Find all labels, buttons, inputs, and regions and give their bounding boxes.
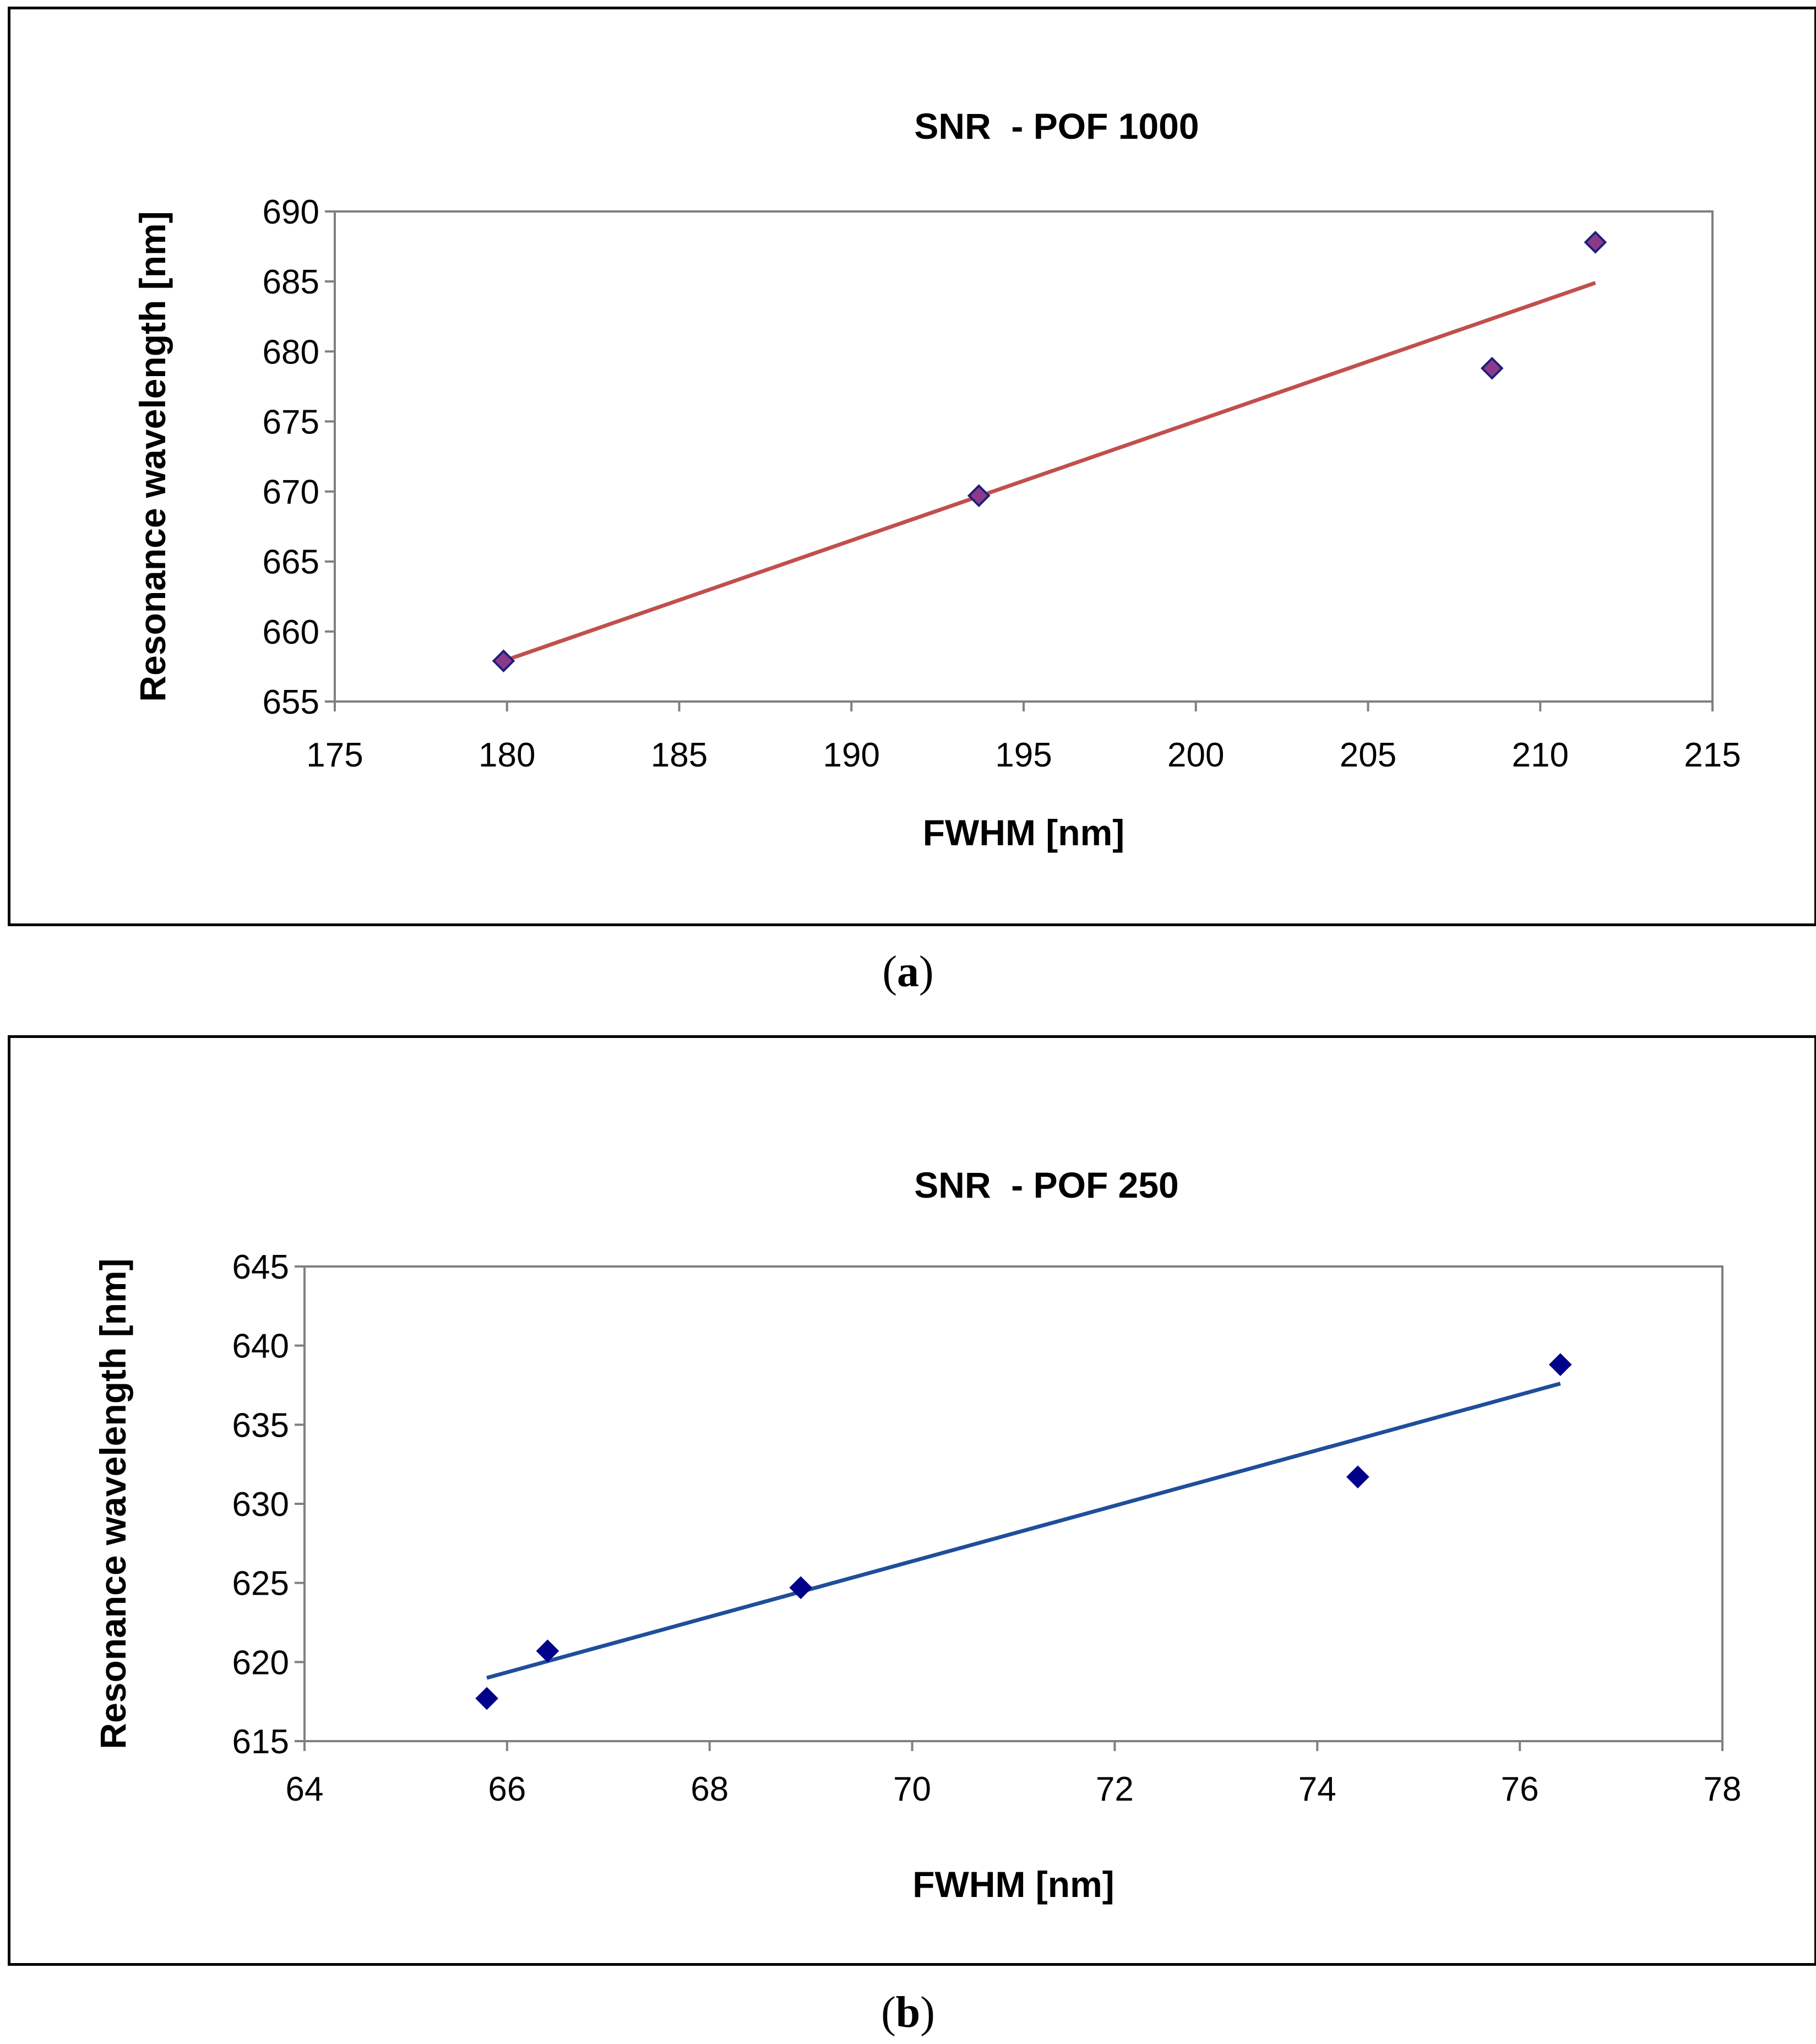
caption-a: (a) — [882, 948, 934, 996]
c0-xlabel: FWHM [nm] — [923, 812, 1125, 853]
c1-data-point — [536, 1639, 559, 1663]
c0-plot-area — [334, 210, 1714, 703]
c1-data-point — [789, 1576, 813, 1600]
c1-xtick-label: 78 — [1704, 1770, 1742, 1808]
c0-xtick-label: 200 — [1167, 736, 1224, 774]
c1-ytick-label: 630 — [232, 1486, 289, 1524]
c1-trendline — [486, 1382, 1561, 1680]
c0-xtick-label: 185 — [651, 736, 708, 774]
c0-xtick-label: 190 — [823, 736, 880, 774]
c1-ytick-label: 615 — [232, 1723, 289, 1761]
caption-b-letter: b — [895, 1988, 921, 2037]
c0-data-point — [492, 649, 515, 673]
c0-ytick-label: 660 — [263, 613, 319, 651]
c0-title: SNR - POF 1000 — [914, 106, 1199, 146]
c0-ylabel: Resonance wavelength [nm] — [132, 211, 173, 702]
c0-ytick-label: 690 — [263, 193, 319, 231]
c1-ylabel: Resonance wavelength [nm] — [93, 1258, 133, 1749]
c0-xtick-label: 215 — [1684, 736, 1741, 774]
c1-ytick-label: 645 — [232, 1248, 289, 1286]
c0-xtick-label: 195 — [995, 736, 1052, 774]
c1-data-point — [1346, 1465, 1369, 1488]
c0-xtick-label: 205 — [1340, 736, 1396, 774]
c1-xtick-label: 64 — [286, 1770, 324, 1808]
c0-xtick-label: 180 — [479, 736, 535, 774]
c1-xtick-label: 74 — [1298, 1770, 1336, 1808]
c1-xtick-label: 66 — [488, 1770, 526, 1808]
c1-xtick-label: 70 — [893, 1770, 931, 1808]
c0-ytick-label: 680 — [263, 333, 319, 371]
c0-trendline — [503, 281, 1596, 663]
c1-xlabel: FWHM [nm] — [912, 1864, 1114, 1905]
c1-ytick-label: 635 — [232, 1406, 289, 1444]
c0-data-point — [1584, 231, 1607, 254]
c1-xtick-label: 76 — [1501, 1770, 1539, 1808]
caption-b: (b) — [881, 1988, 935, 2037]
c1-ytick-label: 640 — [232, 1328, 289, 1366]
chart-pof-250: 615 620 625 630 635 640 645 64 66 68 70 72 74 76 78 SNR… — [93, 1165, 1742, 1905]
c0-ytick-label: 685 — [263, 263, 319, 301]
c1-data-point — [1548, 1353, 1572, 1376]
c0-ytick-label: 670 — [263, 474, 319, 512]
c1-data-point — [475, 1687, 498, 1710]
c0-ytick-label: 665 — [263, 543, 319, 581]
caption-a-letter: a — [897, 948, 919, 996]
c1-xtick-label: 68 — [690, 1770, 728, 1808]
c0-data-point — [1480, 356, 1504, 380]
c0-xtick-label: 210 — [1512, 736, 1569, 774]
c1-ytick-label: 625 — [232, 1565, 289, 1603]
c1-ytick-label: 620 — [232, 1644, 289, 1682]
c0-xtick-label: 175 — [306, 736, 363, 774]
chart-pof-1000: 655 660 665 670 675 680 685 690 175 180 185 190 195 2… — [132, 106, 1741, 853]
c0-data-point — [967, 484, 991, 508]
c1-title: SNR - POF 250 — [914, 1165, 1178, 1205]
c0-ytick-label: 675 — [263, 403, 319, 441]
c1-xtick-label: 72 — [1096, 1770, 1134, 1808]
c0-ytick-label: 655 — [263, 683, 319, 721]
